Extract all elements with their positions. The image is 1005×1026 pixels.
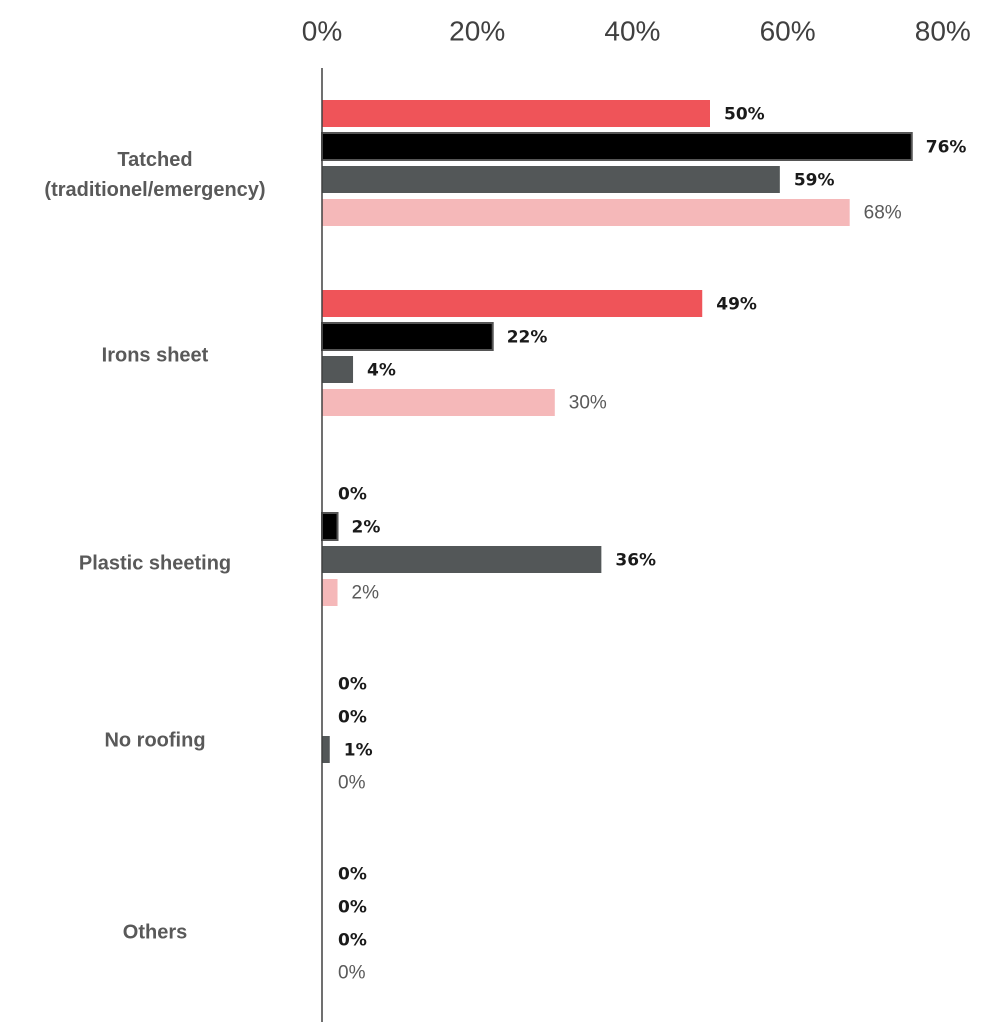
bar	[322, 166, 780, 193]
data-label: 0%	[338, 773, 366, 794]
data-label: 0%	[338, 931, 367, 951]
data-label: 49%	[716, 295, 757, 315]
data-label: 0%	[338, 865, 367, 885]
bar	[322, 100, 710, 127]
category-label: Irons sheet	[102, 344, 209, 366]
x-tick-label: 60%	[760, 15, 816, 46]
data-label: 0%	[338, 963, 366, 984]
value-labels: 50% 76% 59% 68% 49% 22% 4% 30% 0% 2% 36% 2% 0% 0% 1% 0%…	[338, 105, 966, 984]
bar	[322, 579, 338, 606]
category-label: Others	[123, 921, 187, 943]
bar	[322, 546, 602, 573]
data-label: 0%	[338, 675, 367, 695]
bars	[321, 100, 913, 763]
x-tick-label: 0%	[302, 15, 342, 46]
data-label: 50%	[724, 105, 765, 125]
category-label: No roofing	[104, 729, 205, 751]
category-label: Plastic sheeting	[79, 552, 231, 574]
data-label: 0%	[338, 898, 367, 918]
data-label: 2%	[352, 583, 380, 604]
bar	[322, 290, 703, 317]
bar	[321, 322, 494, 351]
data-label: 30%	[569, 393, 607, 414]
category-labels: Tatched (traditionel/emergency) Irons shee…	[44, 149, 265, 943]
x-tick-label: 40%	[604, 15, 660, 46]
data-label: 59%	[794, 171, 835, 191]
data-label: 1%	[344, 741, 373, 761]
data-label: 0%	[338, 708, 367, 728]
data-label: 4%	[367, 361, 396, 381]
data-label: 76%	[926, 138, 967, 158]
x-axis-ticks: 0% 20% 40% 60% 80%	[302, 15, 971, 46]
bar	[322, 356, 354, 383]
data-label: 2%	[352, 518, 381, 538]
bar	[322, 389, 555, 416]
bar	[322, 736, 330, 763]
x-tick-label: 80%	[915, 15, 971, 46]
data-label: 22%	[507, 328, 548, 348]
data-label: 68%	[864, 203, 902, 224]
bar	[322, 199, 850, 226]
x-tick-label: 20%	[449, 15, 505, 46]
data-label: 0%	[338, 485, 367, 505]
data-label: 36%	[615, 551, 656, 571]
bar	[321, 132, 913, 161]
category-label: Tatched (traditionel/emergency)	[44, 149, 265, 201]
bar	[321, 512, 339, 541]
